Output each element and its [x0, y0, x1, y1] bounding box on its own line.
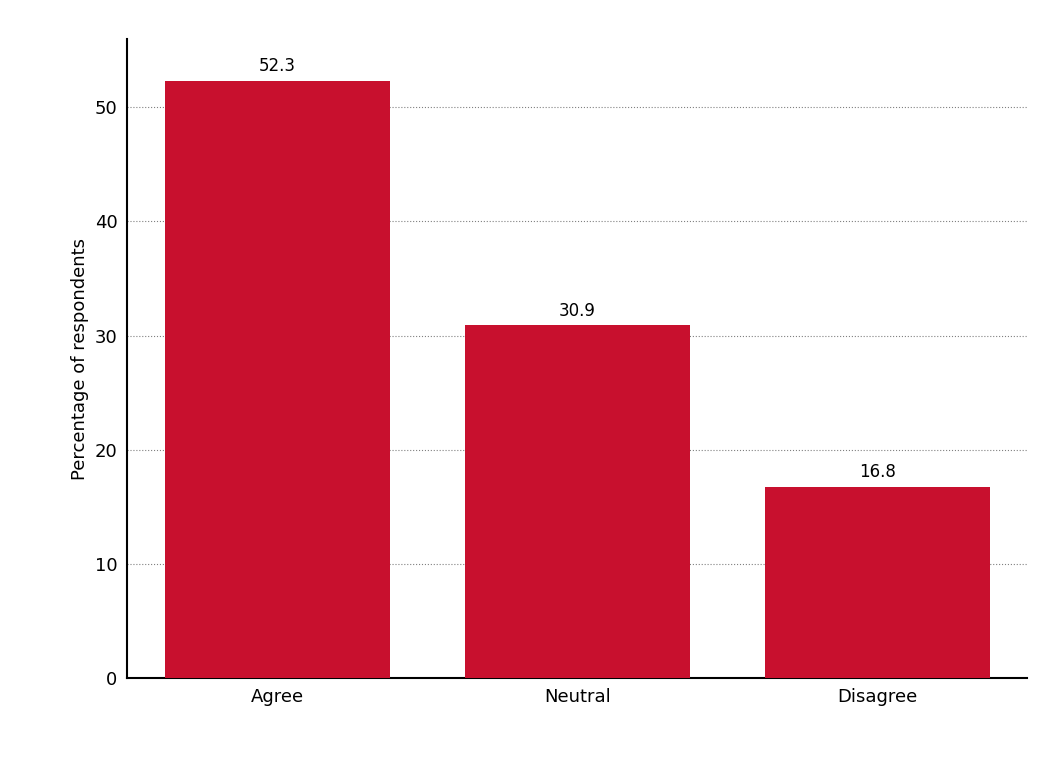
- Bar: [164, 81, 390, 678]
- Text: 52.3: 52.3: [258, 57, 295, 75]
- Text: 16.8: 16.8: [859, 463, 896, 481]
- Bar: [465, 325, 689, 678]
- Text: 30.9: 30.9: [559, 301, 595, 320]
- Y-axis label: Percentage of respondents: Percentage of respondents: [71, 237, 89, 480]
- Bar: [765, 487, 990, 678]
